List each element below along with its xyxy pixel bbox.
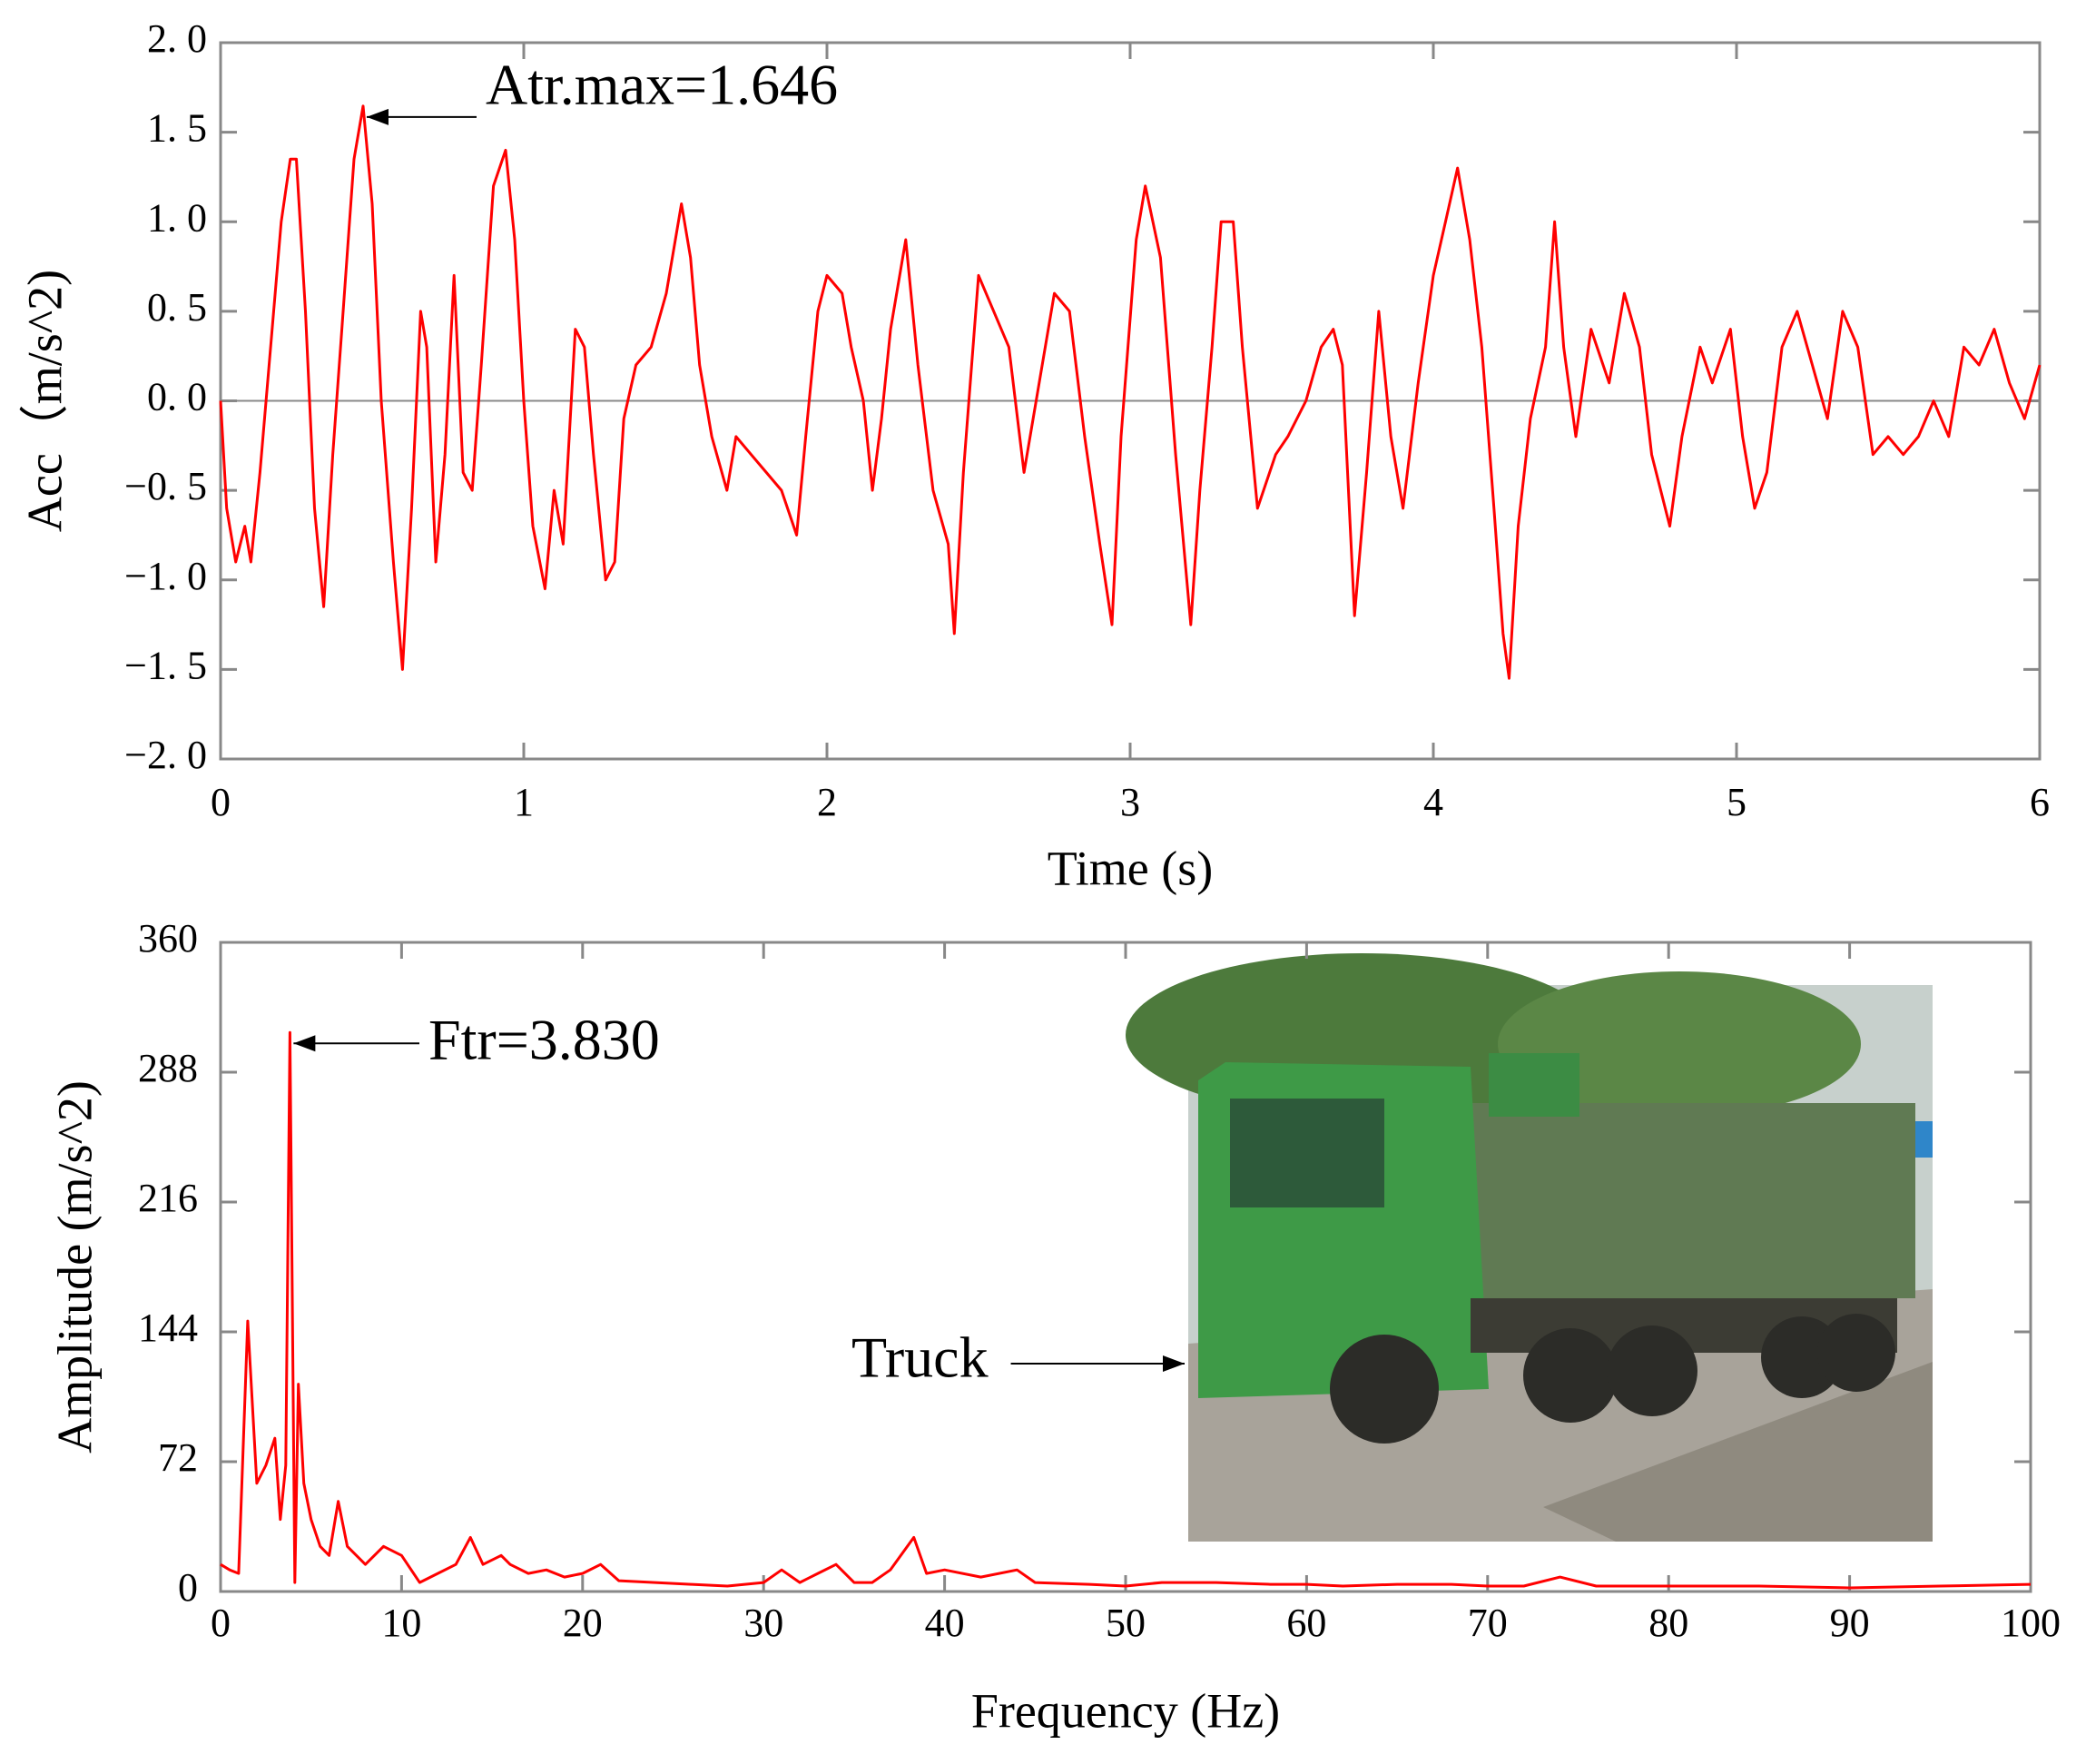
x-tick-label: 3 [1120,780,1140,824]
truck-wheel [1607,1325,1697,1416]
annotation: Atr.max=1.646 [486,53,838,117]
truck-wheel [1330,1335,1439,1444]
x-tick-label: 20 [563,1601,603,1645]
y-tick-label: −0. 5 [124,464,207,508]
truck-photo [1126,953,1933,1542]
y-tick-label: 1. 5 [147,106,207,151]
x-tick-label: 60 [1286,1601,1326,1645]
y-tick-label: 288 [138,1046,198,1090]
x-tick-label: 30 [743,1601,783,1645]
y-axis-title: Acc（m/s^2) [17,270,72,532]
annotation: Ftr=3.830 [428,1008,660,1072]
truck-rack [1489,1053,1579,1117]
y-tick-label: 0 [178,1565,198,1610]
x-tick-label: 100 [2001,1601,2061,1645]
y-tick-label: −1. 5 [124,643,207,687]
y-tick-label: 360 [138,916,198,961]
y-tick-label: 2. 0 [147,16,207,61]
truck-window [1230,1099,1384,1207]
x-tick-label: 90 [1830,1601,1870,1645]
y-tick-label: 0. 5 [147,285,207,330]
x-tick-label: 70 [1468,1601,1508,1645]
photo-puddle [1543,1362,1933,1542]
y-axis-title: Amplitude (m/s^2) [47,1080,102,1454]
y-tick-label: 216 [138,1176,198,1220]
y-tick-label: 0. 0 [147,375,207,419]
y-tick-label: −1. 0 [124,554,207,598]
x-tick-label: 5 [1727,780,1747,824]
photo-trees [1498,971,1861,1117]
x-tick-label: 50 [1106,1601,1146,1645]
x-tick-label: 2 [817,780,837,824]
x-tick-label: 1 [514,780,534,824]
truck-wheel [1523,1328,1618,1423]
y-tick-label: 1. 0 [147,195,207,240]
truck-wheel [1817,1314,1895,1392]
arrow-head [293,1035,316,1052]
x-tick-label: 0 [211,780,231,824]
x-axis-title: Frequency (Hz) [971,1683,1280,1738]
inset-label: Truck [851,1325,989,1390]
x-tick-label: 40 [925,1601,965,1645]
y-tick-label: −2. 0 [124,733,207,777]
x-tick-label: 4 [1423,780,1443,824]
signal-line [219,104,2042,680]
x-axis-title: Time (s) [1048,841,1214,895]
signal-line [220,1030,2032,1590]
truck-body [1471,1103,1915,1298]
x-tick-label: 10 [381,1601,421,1645]
arrow-head [1163,1355,1185,1372]
y-tick-label: 144 [138,1306,198,1350]
x-tick-label: 0 [211,1601,231,1645]
x-tick-label: 80 [1648,1601,1688,1645]
x-tick-label: 6 [2030,780,2050,824]
arrow-head [366,108,389,125]
y-tick-label: 72 [158,1435,198,1480]
